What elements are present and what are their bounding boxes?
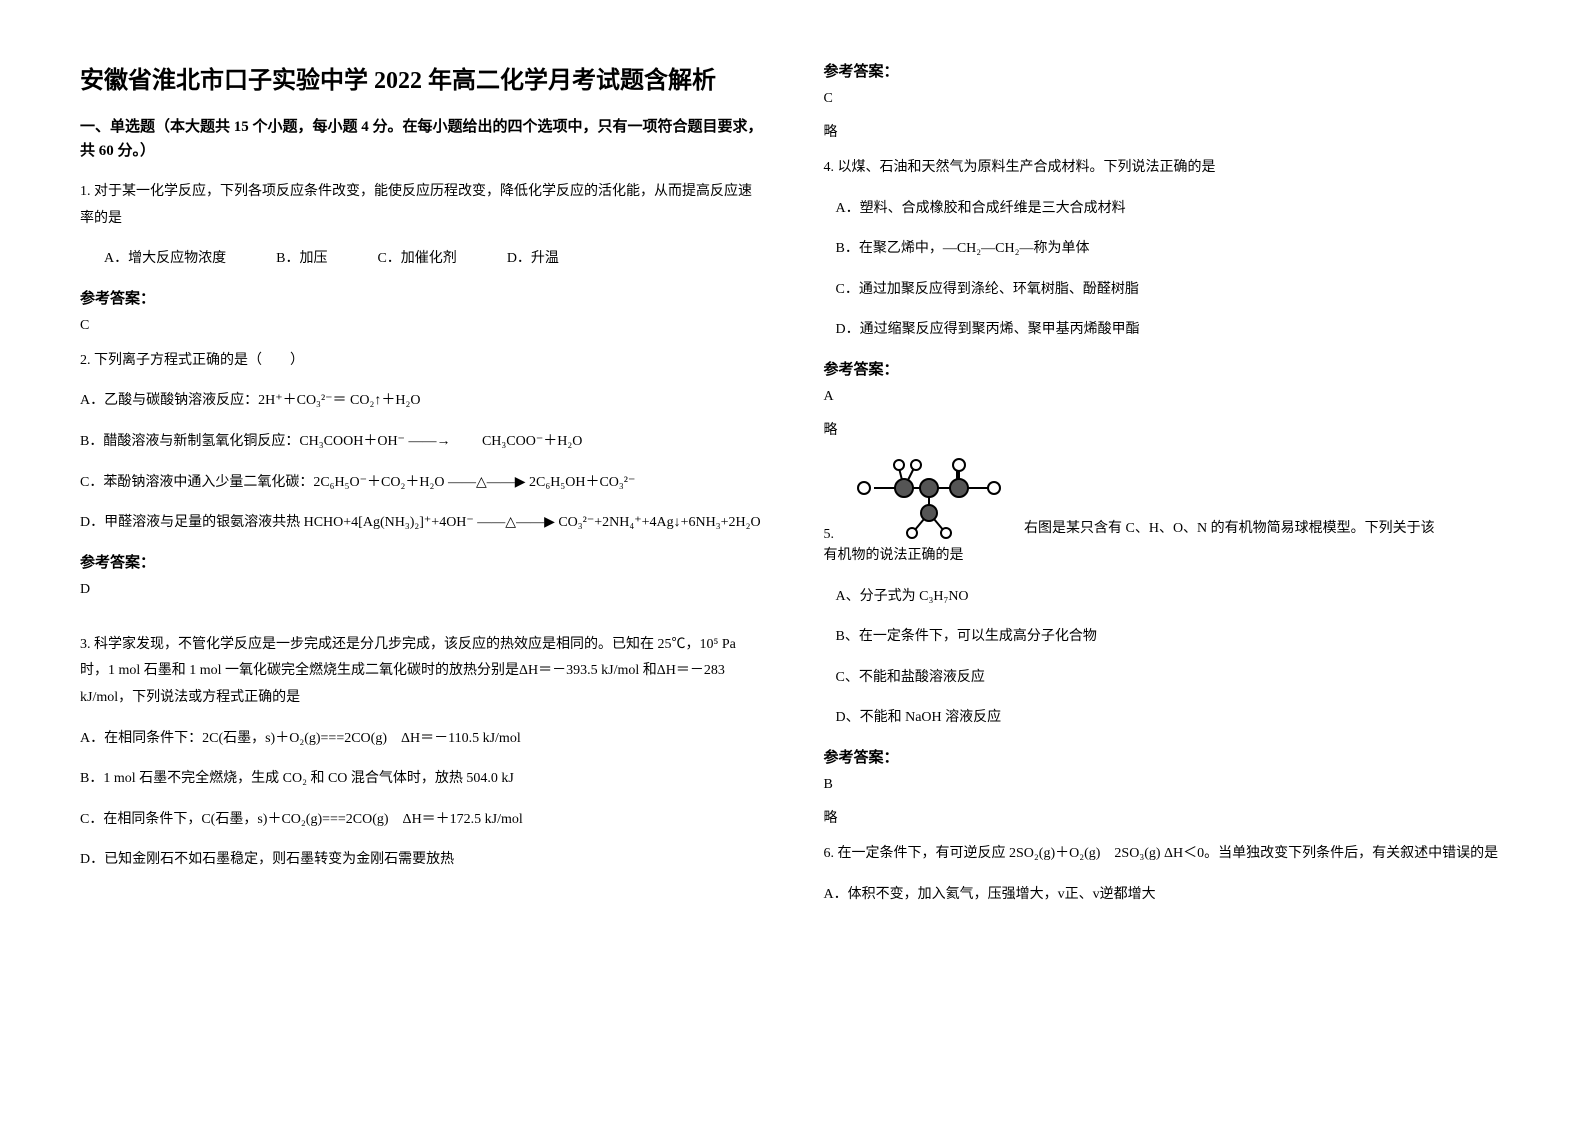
q4-optB: B．在聚乙烯中，—CH₂—CH₂—称为单体 xyxy=(824,236,1508,263)
q2-optA: A．乙酸与碳酸钠溶液反应：2H⁺＋CO₃²⁻＝ CO₂↑＋H₂O xyxy=(80,388,764,415)
q1-options: A．增大反应物浓度 B．加压 C．加催化剂 D．升温 xyxy=(80,246,764,273)
q4-optD: D．通过缩聚反应得到聚丙烯、聚甲基丙烯酸甲酯 xyxy=(824,317,1508,344)
q1-optA: A．增大反应物浓度 xyxy=(104,246,226,273)
q3-optD: D．已知金刚石不如石墨稳定，则石墨转变为金刚石需要放热 xyxy=(80,847,764,874)
q3-optB: B．1 mol 石墨不完全燃烧，生成 CO₂ 和 CO 混合气体时，放热 504… xyxy=(80,766,764,793)
q1-optD: D．升温 xyxy=(507,246,559,273)
section-header: 一、单选题（本大题共 15 个小题，每小题 4 分。在每小题给出的四个选项中，只… xyxy=(80,115,764,163)
q5-text2: 有机物的说法正确的是 xyxy=(824,543,1508,570)
q2-answer: D xyxy=(80,582,764,598)
q5-omit: 略 xyxy=(824,807,1508,827)
molecule-diagram xyxy=(844,453,1014,543)
q5-answer-label: 参考答案： xyxy=(824,746,1508,767)
q3-optA: A．在相同条件下：2C(石墨，s)＋O₂(g)===2CO(g) ΔH＝－110… xyxy=(80,726,764,753)
q1-optB: B．加压 xyxy=(276,246,327,273)
q4-optA: A．塑料、合成橡胶和合成纤维是三大合成材料 xyxy=(824,196,1508,223)
q4-optC: C．通过加聚反应得到涤纶、环氧树脂、酚醛树脂 xyxy=(824,277,1508,304)
q5-optB: B、在一定条件下，可以生成高分子化合物 xyxy=(824,624,1508,651)
q2-optC: C．苯酚钠溶液中通入少量二氧化碳：2C₆H₅O⁻＋CO₂＋H₂O ——△——▶ … xyxy=(80,470,764,497)
q3-omit: 略 xyxy=(824,121,1508,141)
q6-optA: A．体积不变，加入氦气，压强增大，v正、v逆都增大 xyxy=(824,882,1508,909)
q4-answer-label: 参考答案： xyxy=(824,358,1508,379)
q3-answer: C xyxy=(824,91,1508,107)
q1-answer-label: 参考答案： xyxy=(80,287,764,308)
q6-text: 6. 在一定条件下，有可逆反应 2SO₂(g)＋O₂(g) 2SO₃(g) ΔH… xyxy=(824,841,1508,868)
q4-omit: 略 xyxy=(824,419,1508,439)
q5-text-right: 右图是某只含有 C、H、O、N 的有机物简易球棍模型。下列关于该 xyxy=(1024,516,1435,543)
q3-text: 3. 科学家发现，不管化学反应是一步完成还是分几步完成，该反应的热效应是相同的。… xyxy=(80,632,764,712)
q1-text: 1. 对于某一化学反应，下列各项反应条件改变，能使反应历程改变，降低化学反应的活… xyxy=(80,179,764,232)
page-title: 安徽省淮北市口子实验中学 2022 年高二化学月考试题含解析 xyxy=(80,60,764,95)
q1-optC: C．加催化剂 xyxy=(377,246,456,273)
q1-answer: C xyxy=(80,318,764,334)
q5-optC: C、不能和盐酸溶液反应 xyxy=(824,665,1508,692)
q2-optB: B．醋酸溶液与新制氢氧化铜反应：CH₃COOH＋OH⁻ ——→ CH₃COO⁻＋… xyxy=(80,429,764,456)
q2-optD: D．甲醛溶液与足量的银氨溶液共热 HCHO+4[Ag(NH₃)₂]⁺+4OH⁻ … xyxy=(80,510,764,537)
q3-optC: C．在相同条件下，C(石墨，s)＋CO₂(g)===2CO(g) ΔH＝＋172… xyxy=(80,807,764,834)
q5-row: 5. xyxy=(824,453,1508,543)
right-column: 参考答案： C 略 4. 以煤、石油和天然气为原料生产合成材料。下列说法正确的是… xyxy=(824,60,1508,922)
q3-answer-label: 参考答案： xyxy=(824,60,1508,81)
q5-optA: A、分子式为 C₃H₇NO xyxy=(824,584,1508,611)
q2-text: 2. 下列离子方程式正确的是（ ） xyxy=(80,348,764,375)
q5-optD: D、不能和 NaOH 溶液反应 xyxy=(824,705,1508,732)
left-column: 安徽省淮北市口子实验中学 2022 年高二化学月考试题含解析 一、单选题（本大题… xyxy=(80,60,764,922)
q4-answer: A xyxy=(824,389,1508,405)
q2-answer-label: 参考答案： xyxy=(80,551,764,572)
q5-answer: B xyxy=(824,777,1508,793)
q4-text: 4. 以煤、石油和天然气为原料生产合成材料。下列说法正确的是 xyxy=(824,155,1508,182)
q5-num: 5. xyxy=(824,527,835,543)
